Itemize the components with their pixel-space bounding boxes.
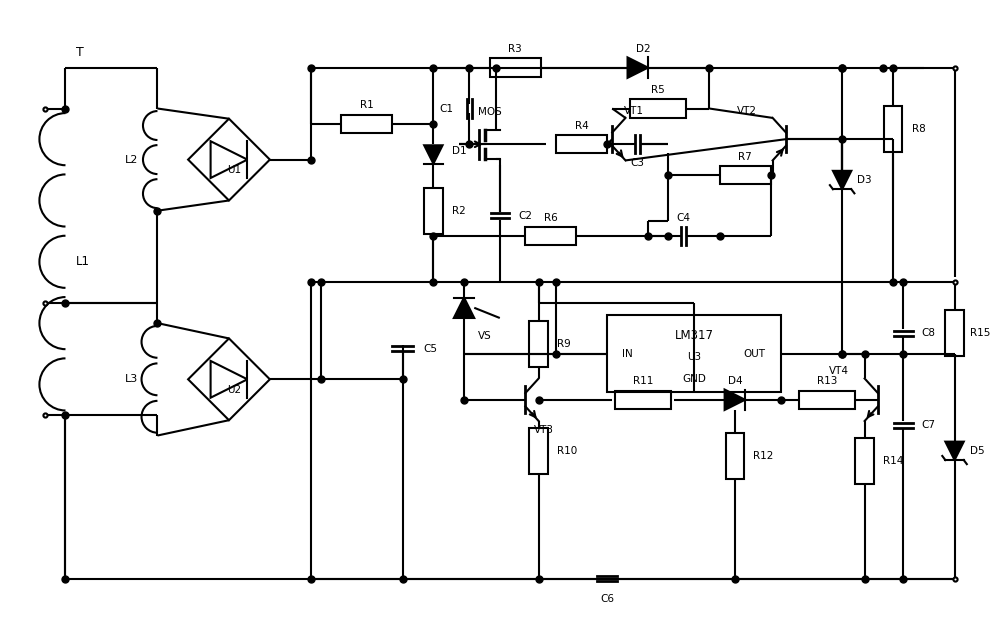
Text: OUT: OUT [743,349,765,359]
Bar [945,310,964,356]
Text: LM317: LM317 [674,329,713,342]
Bar [855,438,874,484]
Bar [529,428,548,474]
Bar [799,391,855,409]
Text: D1: D1 [452,146,466,156]
Text: MOS: MOS [478,107,501,116]
Bar [341,114,392,133]
Text: T: T [76,46,83,59]
Text: VT4: VT4 [829,366,849,376]
Text: R7: R7 [738,151,752,162]
Text: C1: C1 [440,104,454,113]
Text: R2: R2 [452,205,466,216]
Text: R6: R6 [544,213,558,223]
Text: VT1: VT1 [624,106,644,116]
Text: L1: L1 [76,255,90,268]
Text: D4: D4 [728,377,742,386]
Bar [424,188,443,233]
Text: C4: C4 [677,213,691,223]
Text: VS: VS [478,331,491,342]
Text: L3: L3 [125,375,139,384]
Text: R13: R13 [817,377,837,386]
Text: R1: R1 [360,100,374,111]
Text: U3: U3 [687,352,701,362]
Polygon shape [424,145,443,163]
Text: VT3: VT3 [534,425,554,436]
Bar [630,99,686,118]
Text: U1: U1 [227,165,241,175]
Text: D5: D5 [970,446,985,456]
Text: VT2: VT2 [737,106,757,116]
Text: IN: IN [622,349,633,359]
Bar [529,321,548,366]
Text: C8: C8 [922,328,936,338]
Text: R9: R9 [557,338,571,349]
Text: R8: R8 [912,124,925,134]
Text: U2: U2 [227,385,241,394]
Text: C2: C2 [518,211,532,221]
Text: R5: R5 [651,85,665,95]
Bar [490,59,541,77]
Text: C3: C3 [631,158,645,168]
Bar [615,391,671,409]
Bar [607,315,781,392]
Text: R14: R14 [883,456,903,466]
Polygon shape [945,441,964,460]
Text: R4: R4 [575,121,588,131]
Polygon shape [454,298,474,318]
Text: R10: R10 [557,446,577,456]
Text: L2: L2 [125,155,139,165]
Text: R12: R12 [753,451,774,461]
Text: GND: GND [682,375,706,384]
Bar [884,106,902,152]
Polygon shape [833,171,851,190]
Text: C6: C6 [600,594,614,604]
Text: C5: C5 [423,343,437,354]
Text: D3: D3 [857,175,872,185]
Bar [726,433,744,479]
Polygon shape [628,57,648,78]
Bar [720,166,771,184]
Text: R3: R3 [508,45,522,54]
Bar [556,135,607,153]
Text: D2: D2 [636,45,650,54]
Polygon shape [725,389,745,410]
Text: R11: R11 [633,377,653,386]
Text: C7: C7 [922,420,936,431]
Text: R15: R15 [970,328,990,338]
Bar [525,227,576,245]
